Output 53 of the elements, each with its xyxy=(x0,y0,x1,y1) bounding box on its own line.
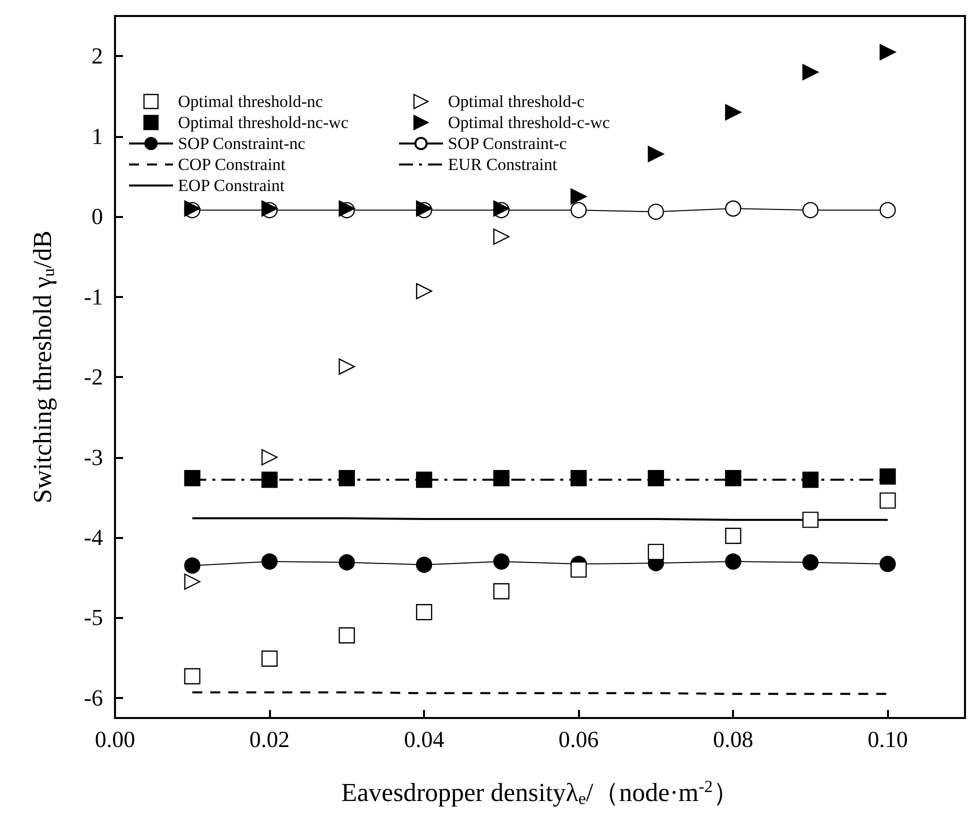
point xyxy=(261,472,278,488)
legend-label: EOP Constraint xyxy=(178,176,285,195)
x-tick-label: 0.08 xyxy=(713,727,754,752)
point xyxy=(184,557,200,574)
y-tick-label: -3 xyxy=(84,444,103,470)
point xyxy=(725,104,742,120)
point xyxy=(416,556,432,573)
point xyxy=(802,512,819,528)
x-tick-label: 0.02 xyxy=(249,727,290,752)
x-tick-label: 0.00 xyxy=(94,727,136,752)
point xyxy=(880,468,896,485)
legend-label: Optimal threshold-nc-wc xyxy=(178,113,349,132)
x-tick-label: 0.06 xyxy=(558,727,599,752)
y-tick-label: 2 xyxy=(92,44,103,69)
point xyxy=(493,470,510,486)
point xyxy=(648,146,664,162)
x-tick-label: 0.10 xyxy=(868,727,908,752)
y-tick-label: -4 xyxy=(84,524,104,550)
legend-label: EUR Constraint xyxy=(448,155,558,174)
point xyxy=(802,472,819,488)
point xyxy=(570,188,587,205)
point xyxy=(880,44,896,60)
point xyxy=(261,553,278,570)
point xyxy=(725,470,742,486)
y-tick-label: 0 xyxy=(92,204,103,230)
point xyxy=(802,64,819,80)
legend-label: Optimal threshold-c-wc xyxy=(448,113,610,132)
y-tick-label: -6 xyxy=(84,685,103,710)
point xyxy=(338,470,355,486)
point xyxy=(880,556,896,572)
legend-label: Optimal threshold-c xyxy=(448,92,585,111)
point xyxy=(570,561,587,578)
point xyxy=(725,200,742,217)
point xyxy=(261,650,278,667)
legend-label: COP Constraint xyxy=(178,155,286,174)
point xyxy=(184,470,200,486)
legend-label: SOP Constraint-nc xyxy=(178,134,306,153)
y-axis-title: Switching threshold γu/dB xyxy=(28,230,58,504)
y-tick-label: 1 xyxy=(92,124,103,149)
x-tick-label: 0.04 xyxy=(404,727,445,752)
point xyxy=(493,553,510,570)
point xyxy=(802,554,819,570)
y-tick-label: -5 xyxy=(84,605,103,630)
point xyxy=(416,472,432,488)
legend-label: Optimal threshold-nc xyxy=(178,92,324,111)
y-tick-label: -2 xyxy=(84,364,103,390)
point xyxy=(570,470,587,486)
y-tick-label: -1 xyxy=(84,284,103,310)
point xyxy=(338,554,355,570)
point xyxy=(725,553,742,570)
point xyxy=(648,544,664,560)
point xyxy=(648,470,664,486)
legend-label: SOP Constraint-c xyxy=(448,134,568,153)
